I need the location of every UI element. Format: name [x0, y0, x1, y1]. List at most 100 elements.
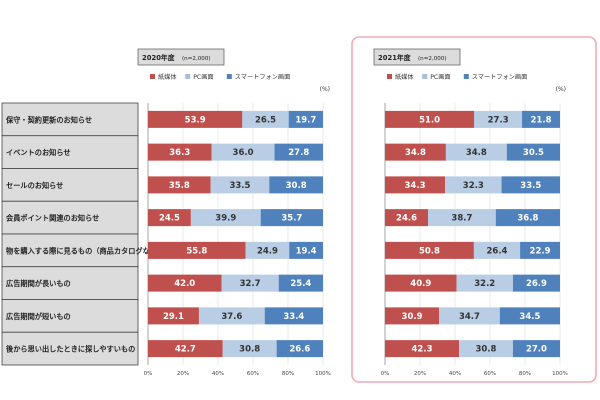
bar-smartphone	[269, 176, 323, 194]
bar-smartphone	[495, 209, 560, 227]
bar-paper	[385, 143, 446, 161]
x-tick-label: 100%	[552, 371, 568, 377]
legend-label-pc: PC画面	[430, 74, 450, 81]
highlight-frame-2021	[351, 36, 597, 383]
data-label-pc: 32.7	[240, 279, 261, 289]
title-box	[137, 48, 225, 66]
data-label-smartphone: 26.6	[289, 345, 310, 355]
data-label-paper: 30.9	[402, 312, 423, 322]
data-label-paper: 35.8	[169, 181, 190, 191]
bar-paper	[385, 176, 446, 194]
bar-smartphone	[278, 274, 323, 292]
bar-paper	[148, 110, 243, 128]
sample-size: (n=2,000)	[418, 56, 447, 62]
x-tick-label: 40%	[449, 371, 461, 377]
category-label-column: 保守・契約更新のお知らせイベントのお知らせセールのお知らせ会員ポイント関連のお知…	[1, 102, 164, 366]
data-label-pc: 39.9	[215, 214, 236, 224]
category-label-box	[1, 266, 139, 300]
data-label-smartphone: 26.9	[526, 279, 547, 289]
category-label-box	[1, 299, 139, 333]
legend-label-smartphone: スマートフォン画面	[235, 74, 291, 81]
bar-pc	[473, 241, 521, 259]
chart-title: 2020年度	[142, 53, 175, 62]
bar-paper	[148, 209, 191, 227]
category-label: 広告期間が短いもの	[6, 312, 71, 321]
bar-pc	[474, 110, 523, 128]
data-label-paper: 42.0	[174, 279, 195, 289]
data-label-pc: 33.5	[229, 181, 250, 191]
bar-pc	[210, 176, 270, 194]
data-label-paper: 55.8	[186, 246, 207, 256]
sample-size: (n=2,000)	[182, 56, 211, 62]
bar-paper	[385, 209, 429, 227]
data-label-pc: 27.3	[488, 115, 509, 125]
data-label-paper: 53.9	[185, 115, 206, 125]
bar-pc	[439, 307, 500, 325]
bar-pc	[242, 110, 289, 128]
bar-pc	[190, 209, 261, 227]
bar-smartphone	[289, 241, 323, 259]
chart-title: 2021年度	[378, 53, 411, 62]
category-label-box	[1, 331, 139, 366]
data-label-paper: 51.0	[419, 115, 440, 125]
bar-pc	[222, 340, 277, 358]
data-label-pc: 26.4	[487, 246, 508, 256]
data-label-smartphone: 21.8	[531, 115, 552, 125]
bar-paper	[385, 110, 475, 128]
data-label-paper: 36.3	[169, 148, 190, 158]
x-tick-label: 80%	[519, 371, 531, 377]
data-label-pc: 36.0	[233, 148, 254, 158]
bar-pc	[445, 143, 507, 161]
data-label-smartphone: 36.8	[517, 214, 538, 224]
legend-swatch-pc	[185, 74, 191, 79]
data-label-smartphone: 30.8	[286, 181, 307, 191]
bar-smartphone	[501, 176, 560, 194]
data-label-smartphone: 33.4	[283, 312, 304, 322]
data-label-paper: 40.9	[410, 279, 431, 289]
legend-label-smartphone: スマートフォン画面	[472, 74, 528, 81]
data-label-pc: 30.8	[239, 345, 260, 355]
bar-pc	[221, 274, 279, 292]
unit-label: (%)	[556, 86, 566, 93]
x-tick-label: 60%	[247, 371, 259, 377]
data-label-pc: 26.5	[255, 115, 276, 125]
x-tick-label: 60%	[484, 371, 496, 377]
x-tick-label: 80%	[282, 371, 294, 377]
title-box	[373, 48, 461, 66]
category-label: 保守・契約更新のお知らせ	[5, 115, 92, 124]
data-label-paper: 42.3	[412, 345, 433, 355]
bar-pc	[445, 176, 502, 194]
bar-paper	[385, 241, 474, 259]
category-label: 広告期間が長いもの	[6, 279, 71, 288]
category-label-box	[1, 200, 139, 235]
bar-paper	[148, 176, 211, 194]
x-tick-label: 20%	[414, 371, 426, 377]
bar-smartphone	[274, 143, 323, 161]
data-label-smartphone: 19.4	[296, 246, 317, 256]
panel-2021: 2021年度 (n=2,000) 紙媒体 PC画面 スマートフォン画面 (%) 0% 20% 4…	[373, 48, 568, 377]
bar-paper	[148, 307, 199, 325]
data-label-paper: 29.1	[163, 312, 184, 322]
bar-smartphone	[288, 110, 323, 128]
bar-pc	[198, 307, 265, 325]
bar-paper	[385, 274, 457, 292]
category-label: イベントのお知らせ	[6, 148, 71, 157]
data-label-smartphone: 22.9	[530, 246, 551, 256]
data-label-smartphone: 34.5	[519, 312, 540, 322]
bar-smartphone	[512, 340, 560, 358]
data-label-smartphone: 27.0	[526, 345, 547, 355]
panel-2020: 2020年度 (n=2,000) 紙媒体 PC画面 スマートフォン画面 (%) 0% 20% 4…	[137, 48, 331, 377]
category-label: 後から思い出したときに探しやすいもの	[6, 345, 135, 354]
legend-label-paper: 紙媒体	[158, 73, 177, 81]
bar-paper	[148, 143, 212, 161]
category-label-box	[1, 135, 139, 169]
data-label-paper: 24.6	[396, 214, 417, 224]
category-label: 物を購入する際に見るもの（商品カタログなど）	[6, 246, 164, 255]
legend-label-pc: PC画面	[193, 74, 213, 81]
data-label-pc: 24.9	[257, 246, 278, 256]
x-tick-label: 40%	[212, 371, 224, 377]
legend-swatch-smartphone	[226, 74, 232, 79]
legend-swatch-pc	[422, 74, 428, 79]
data-label-pc: 34.8	[466, 148, 487, 158]
bar-pc	[456, 274, 513, 292]
